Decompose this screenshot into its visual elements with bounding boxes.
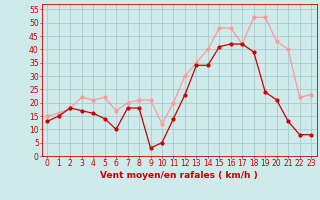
- X-axis label: Vent moyen/en rafales ( km/h ): Vent moyen/en rafales ( km/h ): [100, 171, 258, 180]
